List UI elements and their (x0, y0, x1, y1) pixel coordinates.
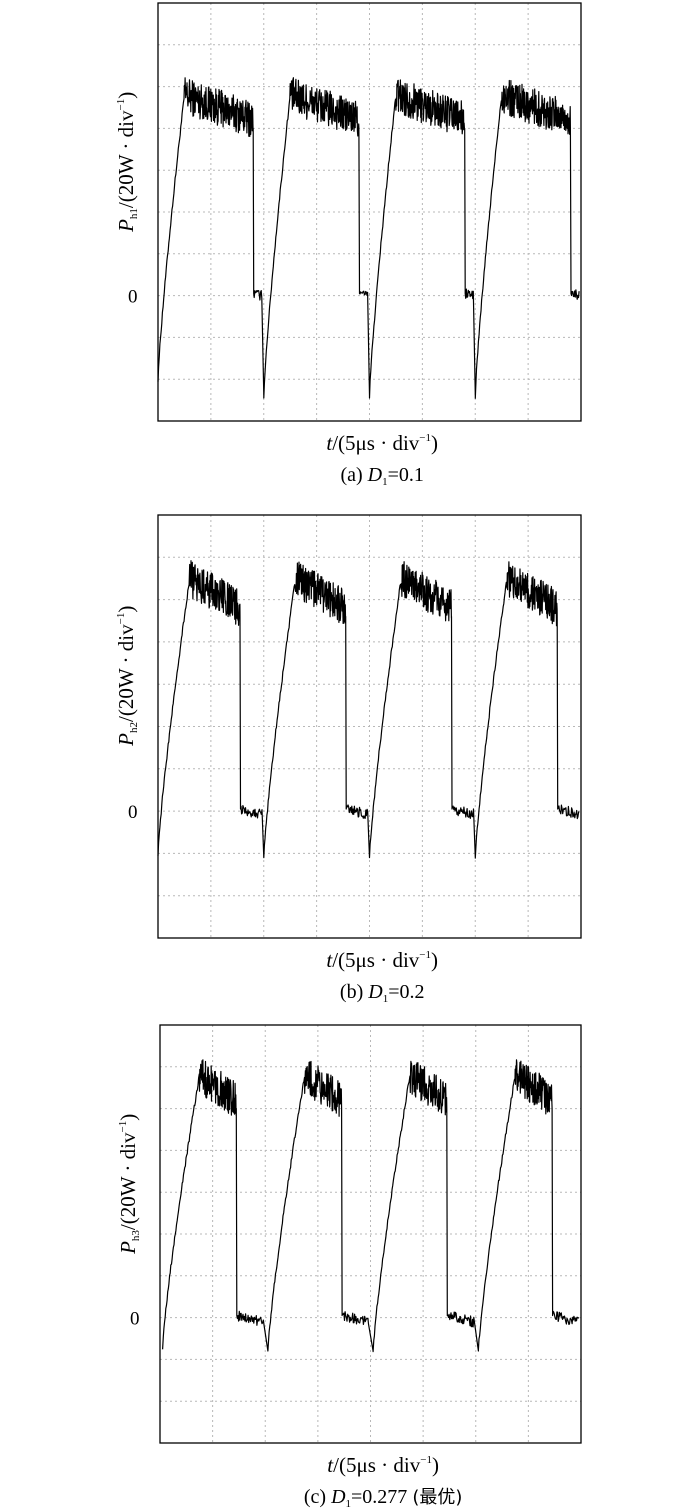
caption-value-c: =0.277 (351, 1486, 412, 1508)
plot-frame-c (159, 1024, 582, 1444)
y-axis-label-c: Ph3/(20W · div−1) (116, 1114, 142, 1255)
power-trace-b (157, 560, 580, 859)
zero-tick-label-c: 0 (130, 1309, 140, 1330)
caption-sub-c: 1 (346, 1498, 352, 1510)
power-trace-a (157, 77, 580, 399)
grid-lines-c (160, 1025, 581, 1443)
caption-var-c: D (330, 1486, 346, 1508)
x-axis-exp-b: −1 (419, 949, 431, 961)
caption-prefix-b: (b) (340, 981, 368, 1003)
x-axis-unit-b: /(5μs · div (332, 948, 420, 972)
x-axis-label-c: t/(5μs · div−1) (327, 1453, 439, 1477)
y-axis-var-c: P (116, 1241, 140, 1255)
panel-c: 0 Ph3/(20W · div−1) t/(5μs · div−1) (c) … (116, 1024, 582, 1510)
y-axis-label-a: Ph1/(20W · div−1) (114, 92, 140, 233)
y-axis-label-b: Ph2/(20W · div−1) (114, 606, 140, 747)
caption-var-a: D (367, 464, 383, 486)
power-trace-c (162, 1059, 580, 1353)
y-axis-unit-a: /(20W · div (114, 110, 138, 208)
zero-tick-label-a: 0 (128, 287, 138, 308)
x-axis-label-b: t/(5μs · div−1) (326, 948, 438, 972)
caption-b: (b) D1=0.2 (340, 981, 425, 1005)
panel-b: 0 Ph2/(20W · div−1) t/(5μs · div−1) (b) … (114, 514, 582, 1005)
caption-value-b: =0.2 (388, 981, 424, 1003)
x-axis-unit-c: /(5μs · div (333, 1453, 421, 1477)
grid-lines-a (158, 3, 581, 421)
caption-c: (c) D1=0.277 (最优) (304, 1486, 462, 1510)
x-axis-var-a: t (326, 431, 333, 455)
caption-sub-b: 1 (383, 993, 389, 1005)
x-axis-exp-c: −1 (420, 1454, 432, 1466)
y-axis-close-a: ) (114, 92, 138, 99)
x-axis-close-a: ) (431, 431, 438, 455)
caption-sub-a: 1 (382, 476, 388, 488)
panel-a: 0 Ph1/(20W · div−1) t/(5μs · div−1) (a) … (114, 2, 582, 488)
y-axis-exp-c: −1 (117, 1121, 129, 1133)
y-axis-unit-c: /(20W · div (116, 1132, 140, 1230)
y-axis-unit-b: /(20W · div (114, 624, 138, 722)
caption-a: (a) D1=0.1 (340, 464, 423, 488)
y-axis-var-a: P (114, 219, 138, 233)
x-axis-var-b: t (326, 948, 333, 972)
y-axis-exp-a: −1 (115, 99, 127, 111)
caption-prefix-a: (a) (340, 464, 367, 486)
x-axis-close-c: ) (432, 1453, 439, 1477)
caption-prefix-c: (c) (304, 1486, 331, 1508)
x-axis-unit-a: /(5μs · div (332, 431, 420, 455)
y-axis-close-b: ) (114, 606, 138, 613)
y-axis-close-c: ) (116, 1114, 140, 1121)
plot-frame-a (157, 2, 582, 422)
plot-frame-b (157, 514, 582, 939)
x-axis-label-a: t/(5μs · div−1) (326, 431, 438, 455)
x-axis-var-c: t (327, 1453, 334, 1477)
y-axis-var-b: P (114, 733, 138, 747)
y-axis-sub-a: h1 (128, 208, 140, 219)
zero-tick-label-b: 0 (128, 802, 138, 823)
x-axis-close-b: ) (431, 948, 438, 972)
caption-value-a: =0.1 (388, 464, 424, 486)
y-axis-exp-b: −1 (115, 613, 127, 625)
y-axis-sub-b: h2 (128, 722, 140, 733)
y-axis-sub-c: h3 (130, 1230, 142, 1242)
x-axis-exp-a: −1 (419, 432, 431, 444)
caption-var-b: D (367, 981, 383, 1003)
caption-suffix-c: (最优) (412, 1487, 462, 1508)
